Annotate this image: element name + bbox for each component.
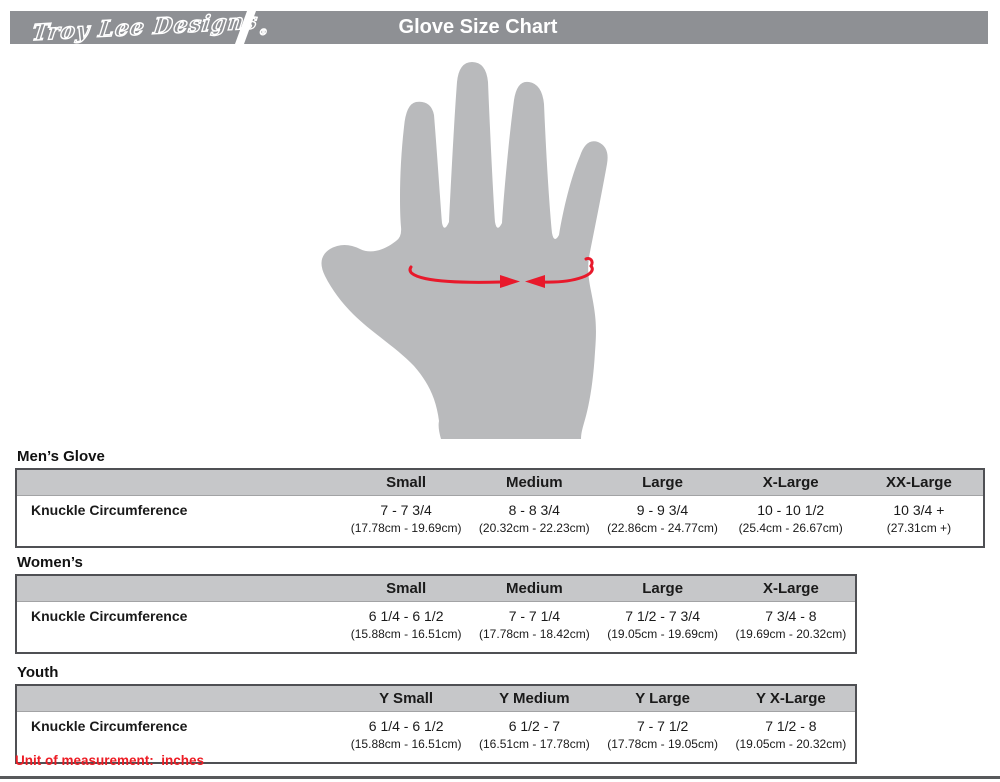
size-value-cm: (19.05cm - 19.69cm)	[607, 627, 718, 641]
youth-section-heading: Youth	[17, 664, 59, 681]
mens-table-corner-cell	[17, 470, 342, 496]
mens-col-header-xxlarge: XX-Large	[854, 470, 983, 496]
knuckle-measure-arrowheads	[500, 275, 545, 288]
youth-col-header-ymedium: Y Medium	[470, 686, 599, 712]
youth-col-header-ylarge: Y Large	[598, 686, 727, 712]
youth-size-table: Y Small Y Medium Y Large Y X-Large Knuck…	[15, 684, 857, 764]
size-value-inches: 7 - 7 3/4	[380, 502, 432, 518]
size-value-inches: 8 - 8 3/4	[508, 502, 560, 518]
size-value-inches: 6 1/4 - 6 1/2	[368, 718, 444, 734]
size-value-inches: 10 3/4 +	[893, 502, 945, 518]
womens-section-heading: Women’s	[17, 554, 83, 571]
womens-col-header-xlarge: X-Large	[726, 576, 855, 602]
mens-cell-xlarge: 10 - 10 1/2 (25.4cm - 26.67cm)	[727, 496, 855, 546]
mens-col-header-small: Small	[342, 470, 471, 496]
youth-cell-ysmall: 6 1/4 - 6 1/2 (15.88cm - 16.51cm)	[342, 712, 470, 762]
size-value-cm: (22.86cm - 24.77cm)	[607, 521, 718, 535]
youth-col-header-ysmall: Y Small	[342, 686, 471, 712]
size-value-cm: (25.4cm - 26.67cm)	[738, 521, 843, 535]
registered-trademark-icon: ®	[257, 27, 270, 39]
bottom-divider-rule	[0, 776, 1000, 779]
mens-cell-xxlarge: 10 3/4 + (27.31cm +)	[855, 496, 983, 546]
womens-col-header-large: Large	[598, 576, 727, 602]
size-value-inches: 7 3/4 - 8	[765, 608, 817, 624]
youth-row-label: Knuckle Circumference	[31, 718, 188, 734]
womens-cell-small: 6 1/4 - 6 1/2 (15.88cm - 16.51cm)	[342, 602, 470, 652]
size-value-cm: (19.05cm - 20.32cm)	[735, 737, 847, 751]
size-value-inches: 6 1/4 - 6 1/2	[368, 608, 444, 624]
size-value-cm: (19.69cm - 20.32cm)	[735, 627, 847, 641]
womens-cell-xlarge: 7 3/4 - 8 (19.69cm - 20.32cm)	[727, 602, 855, 652]
size-value-inches: 7 - 7 1/4	[508, 608, 561, 624]
mens-col-header-large: Large	[598, 470, 727, 496]
mens-col-header-medium: Medium	[470, 470, 599, 496]
womens-size-table: Small Medium Large X-Large Knuckle Circu…	[15, 574, 857, 654]
womens-table-corner-cell	[17, 576, 342, 602]
womens-col-header-small: Small	[342, 576, 471, 602]
mens-section-heading: Men’s Glove	[17, 448, 105, 465]
size-value-cm: (17.78cm - 18.42cm)	[479, 627, 590, 641]
size-value-cm: (15.88cm - 16.51cm)	[350, 627, 462, 641]
youth-table-corner-cell	[17, 686, 342, 712]
mens-cell-large: 9 - 9 3/4 (22.86cm - 24.77cm)	[598, 496, 726, 546]
youth-col-header-yxlarge: Y X-Large	[726, 686, 855, 712]
youth-glove-section: Youth Y Small Y Medium Y Large Y X-Large…	[15, 664, 857, 764]
size-value-cm: (20.32cm - 22.23cm)	[478, 521, 590, 535]
mens-size-table: Small Medium Large X-Large XX-Large Knuc…	[15, 468, 985, 548]
womens-row-label: Knuckle Circumference	[31, 608, 188, 624]
youth-cell-ymedium: 6 1/2 - 7 (16.51cm - 17.78cm)	[470, 712, 598, 762]
mens-row-label: Knuckle Circumference	[31, 502, 188, 518]
unit-of-measurement-note: Unit of measurement: inches	[15, 753, 205, 768]
size-value-inches: 6 1/2 - 7	[508, 718, 561, 734]
womens-cell-medium: 7 - 7 1/4 (17.78cm - 18.42cm)	[470, 602, 598, 652]
size-value-inches: 10 - 10 1/2	[757, 502, 825, 518]
size-value-cm: (17.78cm - 19.69cm)	[350, 521, 462, 535]
youth-cell-yxlarge: 7 1/2 - 8 (19.05cm - 20.32cm)	[727, 712, 855, 762]
size-value-cm: (15.88cm - 16.51cm)	[350, 737, 462, 751]
youth-cell-ylarge: 7 - 7 1/2 (17.78cm - 19.05cm)	[599, 712, 727, 762]
size-value-inches: 7 1/2 - 7 3/4	[625, 608, 700, 624]
womens-col-header-medium: Medium	[470, 576, 599, 602]
womens-cell-large: 7 1/2 - 7 3/4 (19.05cm - 19.69cm)	[599, 602, 727, 652]
womens-glove-section: Women’s Small Medium Large X-Large Knuck…	[15, 554, 857, 654]
knuckle-measure-arrow	[408, 257, 594, 284]
size-value-inches: 7 - 7 1/2	[636, 718, 689, 734]
hand-silhouette-icon	[321, 62, 608, 439]
mens-cell-medium: 8 - 8 3/4 (20.32cm - 22.23cm)	[470, 496, 598, 546]
page-title: Glove Size Chart	[398, 16, 558, 38]
mens-col-header-xlarge: X-Large	[726, 470, 855, 496]
hand-silhouette	[321, 62, 608, 439]
size-value-cm: (17.78cm - 19.05cm)	[607, 737, 718, 751]
size-value-cm: (27.31cm +)	[886, 521, 952, 535]
header-bar: Troy Lee Designs® Glove Size Chart	[10, 8, 988, 47]
size-value-inches: 7 1/2 - 8	[765, 718, 817, 734]
size-value-cm: (16.51cm - 17.78cm)	[479, 737, 590, 751]
size-value-inches: 9 - 9 3/4	[636, 502, 689, 518]
hand-illustration	[308, 52, 658, 447]
brand-logo-text: Troy Lee Designs	[30, 8, 260, 47]
mens-glove-section: Men’s Glove Small Medium Large X-Large X…	[15, 448, 985, 548]
mens-cell-small: 7 - 7 3/4 (17.78cm - 19.69cm)	[342, 496, 470, 546]
